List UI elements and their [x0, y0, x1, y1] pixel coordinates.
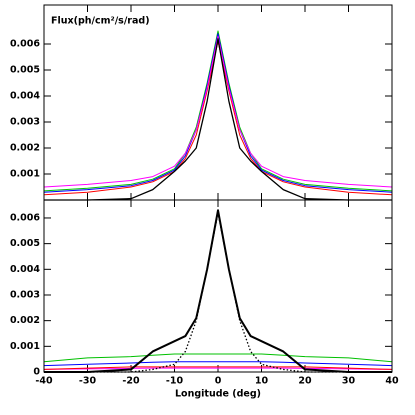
y-tick-label: 0.005	[10, 238, 40, 249]
x-tick-label: 0	[215, 376, 222, 387]
y-tick-label: 0.004	[10, 91, 40, 102]
series-line	[43, 366, 393, 370]
series-line	[43, 367, 393, 370]
x-tick-label: 40	[385, 376, 399, 387]
y-tick-label: 0.004	[10, 264, 40, 275]
x-tick-label: 30	[342, 376, 356, 387]
series-line	[43, 353, 393, 363]
y-tick-label: 0.003	[10, 289, 40, 300]
series-line	[44, 209, 392, 373]
x-tick-label: -40	[35, 376, 53, 387]
x-axis-label: Longitude (deg)	[175, 389, 261, 400]
x-tick-label: -20	[122, 376, 140, 387]
x-tick-label: 10	[255, 376, 269, 387]
series-line	[44, 212, 392, 373]
x-tick-label: -10	[166, 376, 184, 387]
series-line	[43, 361, 393, 367]
y-tick-label: 0	[33, 367, 40, 378]
y-tick-label: 0.002	[10, 315, 40, 326]
series-line	[43, 33, 393, 193]
series-line	[44, 38, 392, 201]
x-tick-label: 20	[298, 376, 312, 387]
annotation: Flux(ph/cm²/s/rad)	[51, 16, 150, 27]
y-tick-label: 0.003	[10, 117, 40, 128]
y-tick-label: 0.001	[10, 169, 40, 180]
plot-frame	[43, 199, 393, 373]
y-tick-label: 0.006	[10, 212, 40, 223]
y-tick-label: 0.001	[10, 341, 40, 352]
series-line	[43, 30, 393, 192]
y-tick-label: 0.002	[10, 143, 40, 154]
series-line	[43, 40, 393, 196]
series-line	[43, 35, 393, 188]
y-tick-label: 0.005	[10, 65, 40, 76]
x-tick-label: -30	[79, 376, 97, 387]
y-tick-label: 0.006	[10, 39, 40, 50]
